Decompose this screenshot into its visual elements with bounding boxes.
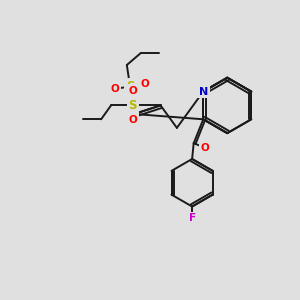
Text: O: O [128, 115, 137, 125]
Text: O: O [140, 80, 149, 89]
Text: N: N [199, 86, 208, 97]
Text: O: O [128, 85, 137, 96]
Text: S: S [129, 99, 137, 112]
Text: O: O [111, 84, 120, 94]
Text: F: F [188, 213, 196, 224]
Text: S: S [126, 80, 134, 93]
Text: O: O [200, 142, 209, 153]
